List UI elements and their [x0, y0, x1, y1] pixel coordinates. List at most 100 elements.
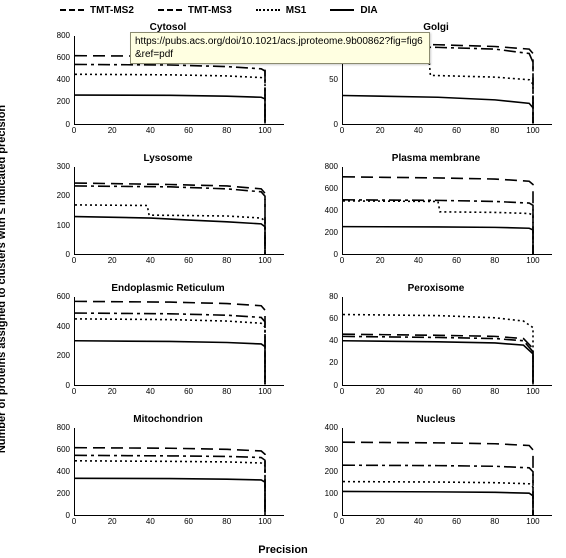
- x-tick-label: 100: [258, 518, 271, 526]
- y-tick-label: 200: [57, 490, 70, 498]
- y-tick-label: 0: [334, 512, 338, 520]
- series-line-dia: [343, 226, 533, 254]
- x-tick-label: 60: [452, 388, 461, 396]
- series-line-tmt-ms3: [75, 64, 265, 123]
- y-axis-label: Number of proteins assigned to clusters …: [0, 105, 8, 453]
- legend-label: TMT-MS3: [188, 5, 232, 16]
- x-tick-label: 100: [258, 127, 271, 135]
- y-tick-label: 0: [66, 251, 70, 259]
- series-line-ms1: [75, 460, 265, 515]
- x-tick-label: 0: [72, 518, 76, 526]
- series-line-tmt-ms3: [75, 313, 265, 384]
- x-tick-label: 40: [146, 257, 155, 265]
- y-ticks: 0200400600800: [316, 167, 340, 256]
- series-svg: [75, 428, 284, 516]
- x-tick-label: 0: [340, 257, 344, 265]
- x-ticks: 020406080100: [342, 127, 552, 139]
- y-tick-label: 600: [325, 185, 338, 193]
- series-svg: [343, 428, 552, 516]
- plot-area: [74, 428, 284, 517]
- x-tick-label: 0: [340, 388, 344, 396]
- legend-item: DIA: [330, 5, 377, 16]
- x-tick-label: 100: [526, 127, 539, 135]
- x-tick-label: 0: [340, 518, 344, 526]
- y-tick-label: 0: [66, 512, 70, 520]
- url-tooltip: https://pubs.acs.org/doi/10.1021/acs.jpr…: [130, 32, 430, 64]
- chart-panel: Nucleus0100200300400020406080100: [316, 414, 556, 531]
- x-ticks: 020406080100: [74, 257, 284, 269]
- y-tick-label: 400: [57, 468, 70, 476]
- x-tick-label: 80: [490, 388, 499, 396]
- x-tick-label: 0: [72, 388, 76, 396]
- x-tick-label: 20: [108, 127, 117, 135]
- y-tick-label: 400: [57, 323, 70, 331]
- x-tick-label: 80: [490, 127, 499, 135]
- chart-panel: Endoplasmic Reticulum0200400600020406080…: [48, 283, 288, 400]
- x-tick-label: 60: [184, 388, 193, 396]
- series-line-dia: [343, 341, 533, 385]
- y-tick-label: 200: [57, 192, 70, 200]
- x-tick-label: 20: [376, 518, 385, 526]
- series-svg: [75, 167, 284, 255]
- y-tick-label: 300: [325, 446, 338, 454]
- y-tick-label: 0: [334, 121, 338, 129]
- x-tick-label: 60: [184, 518, 193, 526]
- legend-label: DIA: [360, 5, 377, 16]
- y-tick-label: 20: [329, 359, 338, 367]
- x-tick-label: 0: [72, 127, 76, 135]
- series-svg: [343, 297, 552, 385]
- x-tick-label: 80: [490, 518, 499, 526]
- y-tick-label: 400: [325, 424, 338, 432]
- y-ticks: 0200400600800: [48, 428, 72, 517]
- x-ticks: 020406080100: [342, 257, 552, 269]
- legend-label: TMT-MS2: [90, 5, 134, 16]
- x-tick-label: 60: [452, 518, 461, 526]
- y-tick-label: 50: [329, 76, 338, 84]
- series-line-dia: [75, 341, 265, 385]
- panel-title: Peroxisome: [316, 283, 556, 294]
- x-tick-label: 60: [184, 257, 193, 265]
- panel-title: Nucleus: [316, 414, 556, 425]
- x-tick-label: 60: [452, 127, 461, 135]
- y-tick-label: 200: [325, 229, 338, 237]
- x-tick-label: 80: [222, 518, 231, 526]
- series-line-tmt-ms3: [75, 455, 265, 515]
- chart-panel: Peroxisome020406080020406080100: [316, 283, 556, 400]
- series-svg: [343, 167, 552, 255]
- series-svg: [75, 297, 284, 385]
- plot-area: [342, 428, 552, 517]
- panel-grid: Cytosol0200400600800020406080100Golgi050…: [48, 22, 556, 530]
- y-tick-label: 600: [57, 54, 70, 62]
- series-line-tmt-ms2: [343, 442, 533, 515]
- x-tick-label: 40: [146, 388, 155, 396]
- x-ticks: 020406080100: [74, 518, 284, 530]
- x-tick-label: 20: [376, 127, 385, 135]
- x-tick-label: 80: [222, 127, 231, 135]
- x-axis-label: Precision: [258, 544, 308, 556]
- y-tick-label: 800: [325, 163, 338, 171]
- x-ticks: 0 20 40 60 80 100: [342, 518, 552, 530]
- chart-panel: Lysosome0100200300020406080100: [48, 153, 288, 270]
- x-tick-label: 100: [526, 518, 539, 526]
- x-tick-label: 60: [184, 127, 193, 135]
- legend-label: MS1: [286, 5, 307, 16]
- y-tick-label: 60: [329, 315, 338, 323]
- legend-swatch: [256, 9, 280, 11]
- y-tick-label: 100: [57, 222, 70, 230]
- series-line-dia: [75, 216, 265, 254]
- x-tick-label: 40: [414, 388, 423, 396]
- y-tick-label: 40: [329, 337, 338, 345]
- x-ticks: 020406080100: [74, 127, 284, 139]
- y-tick-label: 0: [334, 251, 338, 259]
- legend-item: TMT-MS2: [60, 5, 134, 16]
- y-ticks: 0200400600: [48, 297, 72, 386]
- x-tick-label: 40: [146, 518, 155, 526]
- chart-panel: Plasma membrane0200400600800020406080100: [316, 153, 556, 270]
- series-line-tmt-ms2: [75, 56, 265, 124]
- series-line-ms1: [75, 204, 265, 254]
- x-tick-label: 40: [414, 518, 423, 526]
- y-ticks: 0100200300400: [316, 428, 340, 517]
- x-tick-label: 80: [490, 257, 499, 265]
- series-line-tmt-ms3: [343, 465, 533, 515]
- x-tick-label: 20: [108, 388, 117, 396]
